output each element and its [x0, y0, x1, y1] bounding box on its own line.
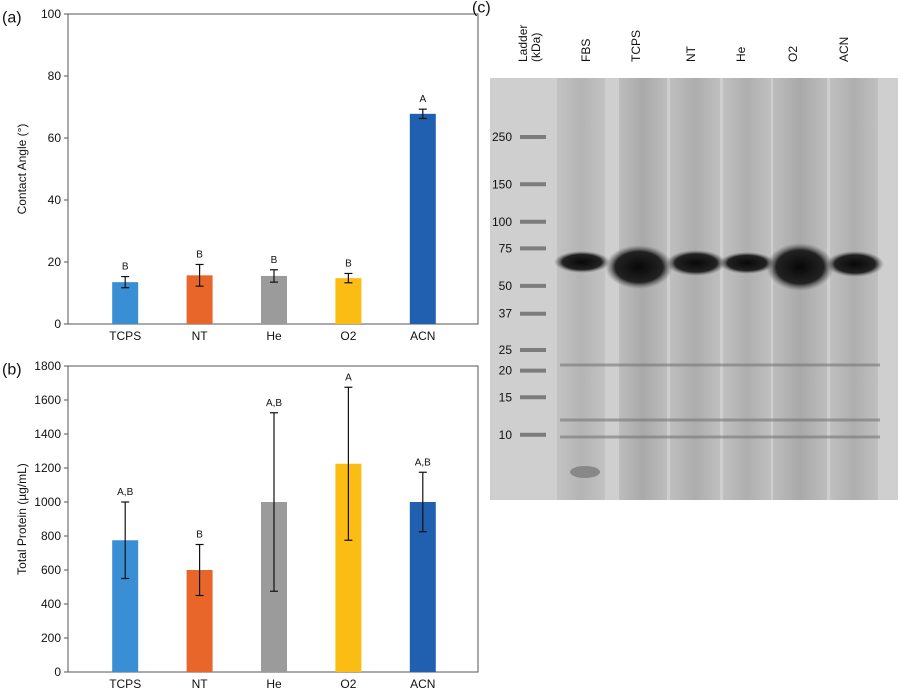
- error-bar: [121, 501, 130, 580]
- significance-label: B: [196, 249, 203, 260]
- significance-label: A,B: [266, 398, 282, 409]
- gel-image: [490, 78, 898, 500]
- ladder-band: [520, 246, 546, 251]
- ladder-band: [520, 283, 546, 288]
- x-tick-label: TCPS: [109, 677, 141, 688]
- significance-label: A: [419, 94, 426, 105]
- error-bar: [418, 108, 427, 120]
- y-tick-label: 60: [48, 131, 62, 145]
- y-tick-label: 800: [41, 529, 61, 543]
- y-tick-label: 1400: [34, 427, 61, 441]
- y-tick-label: 1200: [34, 461, 61, 475]
- y-tick-label: 1800: [34, 359, 61, 373]
- ladder-label: 20: [499, 364, 513, 378]
- error-bar: [121, 275, 130, 289]
- ladder-label: 100: [492, 215, 512, 229]
- panel-label: (b): [2, 361, 22, 378]
- bar: [261, 275, 287, 324]
- ladder-band: [520, 348, 546, 352]
- y-tick-label: 600: [41, 563, 61, 577]
- lane-label: He: [734, 46, 748, 62]
- panel-label: (c): [472, 0, 491, 16]
- ladder-label: 75: [499, 241, 513, 255]
- ladder-band: [520, 395, 546, 400]
- ladder-label: 150: [492, 177, 512, 191]
- x-tick-label: TCPS: [109, 329, 141, 343]
- x-tick-label: NT: [192, 677, 209, 688]
- ladder-band: [520, 432, 546, 437]
- ladder-band: [520, 219, 546, 224]
- error-bar: [418, 471, 427, 533]
- ladder-label: 37: [499, 307, 513, 321]
- ladder-band: [520, 182, 546, 187]
- y-tick-label: 400: [41, 597, 61, 611]
- x-tick-label: O2: [340, 329, 356, 343]
- ladder-band: [520, 368, 546, 373]
- significance-label: A: [345, 372, 352, 383]
- x-tick-label: He: [266, 329, 282, 343]
- panel-label: (a): [2, 9, 22, 26]
- y-tick-label: 1600: [34, 393, 61, 407]
- x-tick-label: ACN: [410, 329, 435, 343]
- bar: [112, 282, 139, 324]
- significance-label: B: [122, 262, 129, 273]
- ladder-band: [520, 311, 546, 316]
- y-tick-label: 100: [41, 7, 61, 21]
- significance-label: A,B: [117, 487, 133, 498]
- error-bar: [270, 269, 278, 283]
- x-tick-label: He: [266, 677, 282, 688]
- error-bar: [195, 543, 204, 597]
- significance-label: B: [196, 530, 203, 541]
- x-tick-label: ACN: [410, 677, 435, 688]
- bar: [409, 113, 436, 324]
- y-tick-label: 40: [48, 193, 62, 207]
- ladder-band: [520, 135, 546, 139]
- lane-label: FBS: [579, 39, 593, 62]
- y-tick-label: 0: [54, 665, 61, 679]
- error-bar: [344, 386, 353, 541]
- y-axis-label: Contact Angle (°): [15, 124, 29, 215]
- y-tick-label: 80: [48, 69, 62, 83]
- error-bar: [195, 263, 204, 287]
- lane-label: TCPS: [629, 30, 643, 62]
- lane-label: ACN: [837, 37, 851, 62]
- y-tick-label: 20: [48, 255, 62, 269]
- lane-label: Ladder(kDa): [516, 25, 543, 62]
- significance-label: B: [271, 255, 278, 266]
- y-tick-label: 1000: [34, 495, 61, 509]
- ladder-label: 15: [499, 390, 513, 404]
- bar: [335, 278, 362, 324]
- significance-label: B: [345, 258, 352, 269]
- ladder-label: 50: [499, 279, 513, 293]
- ladder-label: 25: [499, 343, 513, 357]
- x-tick-label: O2: [340, 677, 356, 688]
- error-bar: [344, 272, 353, 284]
- y-tick-label: 0: [54, 317, 61, 331]
- error-bar: [270, 412, 278, 592]
- lane-label: O2: [786, 46, 800, 62]
- y-tick-label: 200: [41, 631, 61, 645]
- y-axis-label: Total Protein (µg/mL): [15, 463, 29, 575]
- ladder-label: 250: [492, 130, 512, 144]
- ladder-label: 10: [499, 428, 513, 442]
- significance-label: A,B: [415, 457, 431, 468]
- x-tick-label: NT: [192, 329, 209, 343]
- lane-label: NT: [684, 45, 698, 62]
